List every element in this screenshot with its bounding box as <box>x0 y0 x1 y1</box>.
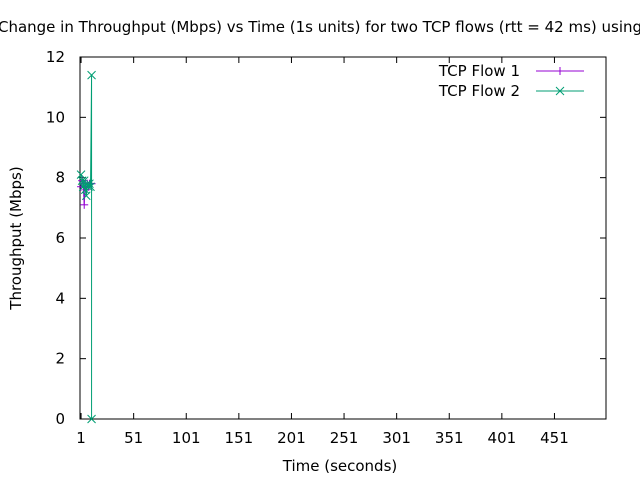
marker-stroke <box>87 70 96 80</box>
legend-label-2: TCP Flow 2 <box>438 82 520 100</box>
y-tick-label: 6 <box>55 229 65 247</box>
x-tick-label: 101 <box>172 429 201 447</box>
x-tick-label: 401 <box>488 429 517 447</box>
legend-label-1: TCP Flow 1 <box>438 62 520 80</box>
x-axis-ticks: 1 51 101 151 201 251 301 351 401 451 <box>76 57 569 447</box>
y-tick-label: 4 <box>55 289 65 307</box>
x-tick-label: 1 <box>76 429 86 447</box>
series-2-point <box>81 191 91 201</box>
x-tick-label: 201 <box>277 429 306 447</box>
series-2-point <box>85 179 94 189</box>
marker-stroke <box>555 86 565 96</box>
x-tick-label: 51 <box>124 429 143 447</box>
legend-marker-2 <box>555 86 565 96</box>
series-2-point <box>87 70 96 80</box>
x-tick-label: 251 <box>330 429 359 447</box>
marker-stroke <box>84 182 93 192</box>
x-tick-label: 301 <box>382 429 411 447</box>
series-1-point <box>80 200 89 209</box>
y-tick-label: 12 <box>46 48 65 66</box>
x-tick-label: 351 <box>435 429 464 447</box>
marker-stroke <box>81 191 91 201</box>
legend-marker-1 <box>556 67 564 75</box>
legend: TCP Flow 1 TCP Flow 2 <box>438 62 584 100</box>
y-tick-label: 2 <box>55 350 65 368</box>
series-2-point <box>86 182 95 192</box>
marker-stroke <box>86 182 95 192</box>
x-axis-label: Time (seconds) <box>282 457 398 475</box>
series-layer <box>76 70 96 424</box>
y-tick-label: 10 <box>46 108 65 126</box>
y-tick-label: 8 <box>55 169 65 187</box>
marker-stroke <box>85 179 94 189</box>
x-tick-label: 151 <box>225 429 254 447</box>
series-2-line <box>80 75 93 419</box>
x-tick-label: 451 <box>540 429 569 447</box>
series-2 <box>76 70 96 424</box>
series-2-point <box>87 414 96 424</box>
chart-title: Change in Throughput (Mbps) vs Time (1s … <box>0 18 640 36</box>
plot-frame <box>79 56 607 420</box>
series-2-point <box>84 182 93 192</box>
y-axis-ticks: 0 2 4 6 8 10 12 <box>46 48 606 428</box>
marker-stroke <box>87 414 96 424</box>
y-axis-label: Throughput (Mbps) <box>7 166 25 310</box>
y-tick-label: 0 <box>55 410 65 428</box>
